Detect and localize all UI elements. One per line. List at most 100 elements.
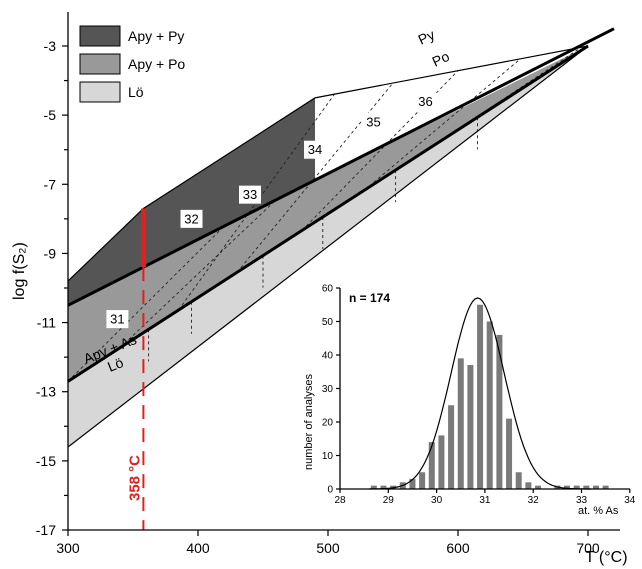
- isopleth-label-bg: [362, 113, 385, 132]
- inset-bar: [380, 485, 387, 489]
- x-tick-label: 600: [446, 540, 470, 556]
- legend: Apy + Py Apy + Po Lö: [79, 25, 185, 103]
- y-tick-label: -5: [44, 107, 57, 123]
- inset-bar: [370, 485, 377, 489]
- y-tick-label: -13: [36, 384, 56, 400]
- x-tick-label: 300: [56, 540, 80, 556]
- inset-bar: [467, 365, 474, 489]
- isopleth-label: 33: [239, 185, 261, 204]
- inset-bar: [573, 485, 580, 489]
- isopleth-label-bg: [180, 209, 203, 228]
- isopleth-label-text: 31: [110, 312, 124, 327]
- inset-bar: [448, 405, 455, 489]
- isopleth-label-text: 33: [243, 187, 257, 202]
- inset-x-tick-label: 32: [528, 495, 540, 506]
- inset-bar: [564, 485, 571, 489]
- inset-bar: [515, 472, 522, 489]
- y-tick-label: -17: [36, 522, 56, 538]
- inset-x-axis-label: at. % As: [578, 505, 619, 517]
- isopleth-label: 34: [304, 140, 326, 159]
- y-axis-label: log f(S₂): [11, 242, 28, 300]
- y-tick-label: -11: [37, 315, 56, 331]
- legend-label: Apy + Po: [128, 56, 185, 72]
- inset-y-tick-label: 50: [322, 317, 334, 328]
- isopleth-label-bg: [106, 310, 129, 329]
- isopleth-line: [67, 225, 225, 382]
- po-label: Po: [430, 48, 452, 70]
- inset-x-tick-label: 29: [383, 495, 395, 506]
- inset-fit-curve: [368, 297, 592, 490]
- lo-label: Lö: [105, 354, 126, 375]
- apy-py-region: [68, 97, 315, 306]
- inset-bar: [419, 472, 426, 489]
- inset-x-tick-label: 30: [431, 495, 443, 506]
- inset-y-tick-label: 10: [322, 451, 334, 462]
- upper-stability-limit: [67, 45, 589, 282]
- inset-sample-count: n = 174: [349, 291, 390, 305]
- x-tick-label: 500: [316, 540, 340, 556]
- inset-bar: [592, 485, 599, 489]
- inset-bar: [428, 442, 435, 489]
- inset-bar: [583, 485, 590, 489]
- py-label: Py: [416, 26, 438, 47]
- legend-swatch: [79, 25, 121, 47]
- y-tick-label: -15: [36, 453, 56, 469]
- x-tick-label: 400: [186, 540, 210, 556]
- inset-y-axis-label: number of analyses: [303, 374, 315, 470]
- isopleth-labels: 31 32 33 34 35 36: [106, 92, 437, 329]
- highlight-temperature-label: 358 °C: [126, 455, 143, 501]
- y-tick-label: -7: [44, 176, 57, 192]
- inset-x-tick-label: 28: [334, 495, 346, 506]
- inset-bar: [525, 482, 532, 489]
- inset-bar: [535, 485, 542, 489]
- isopleth-label-bg: [239, 185, 261, 204]
- inset-y-tick-label: 0: [327, 485, 333, 496]
- inset-y-ticks: 0 10 20 30 40 50 60: [322, 284, 340, 496]
- inset-bar: [602, 485, 609, 489]
- inset-bar: [486, 321, 493, 489]
- y-tick-label: -3: [44, 38, 57, 54]
- isopleth-label-text: 35: [366, 115, 380, 130]
- x-tick-label: 700: [576, 540, 600, 556]
- inset-bars: [370, 304, 609, 489]
- inset-y-tick-label: 20: [322, 418, 334, 429]
- inset-y-tick-label: 40: [322, 351, 334, 362]
- legend-swatch: [79, 53, 121, 75]
- isopleth-label: 32: [180, 209, 203, 228]
- x-axis-ticks: 300 400 500 600 700: [56, 530, 600, 556]
- inset-bar: [506, 418, 513, 489]
- inset-y-tick-label: 60: [322, 284, 334, 295]
- inset-bar: [496, 334, 503, 489]
- isopleth-label-text: 36: [418, 94, 432, 109]
- inset-bar: [457, 358, 464, 489]
- isopleth-label: 36: [414, 92, 437, 111]
- isopleth-vertical-markers: [148, 117, 478, 362]
- isopleth-label: 31: [106, 310, 129, 329]
- x-axis-label: T (°C): [585, 549, 628, 566]
- legend-label: Lö: [128, 84, 144, 100]
- isopleth-label-bg: [304, 140, 326, 159]
- isopleth-line: [364, 58, 521, 191]
- inset-x-ticks: 28 29 30 31 32 33 34: [334, 489, 636, 506]
- inset-bar: [477, 304, 484, 489]
- inset-bar: [409, 478, 416, 489]
- inset-histogram: 0 10 20 30 40 50 60 28 29 30 31 32 33 34 n = 174 at.…: [296, 282, 638, 522]
- isopleth-label-text: 34: [308, 142, 322, 157]
- isopleth-label-bg: [414, 92, 437, 111]
- apy-as-lo-boundary-line: [67, 44, 589, 383]
- main-axes: [67, 12, 620, 531]
- isopleth-label-text: 32: [184, 211, 198, 226]
- inset-x-tick-label: 31: [479, 495, 491, 506]
- y-tick-label: -9: [44, 245, 57, 261]
- legend-swatch: [79, 81, 121, 103]
- inset-x-tick-label: 34: [624, 495, 636, 506]
- y-axis-ticks: -3 -5 -7 -9 -11 -13 -15 -17: [36, 38, 68, 538]
- legend-label: Apy + Py: [128, 28, 184, 44]
- isopleth-label: 35: [362, 113, 385, 132]
- inset-y-tick-label: 30: [322, 384, 334, 395]
- inset-bar: [438, 435, 445, 489]
- inset-x-tick-label: 33: [576, 495, 588, 506]
- py-po-boundary-line: [67, 27, 615, 307]
- lower-stability-limit: [67, 45, 589, 448]
